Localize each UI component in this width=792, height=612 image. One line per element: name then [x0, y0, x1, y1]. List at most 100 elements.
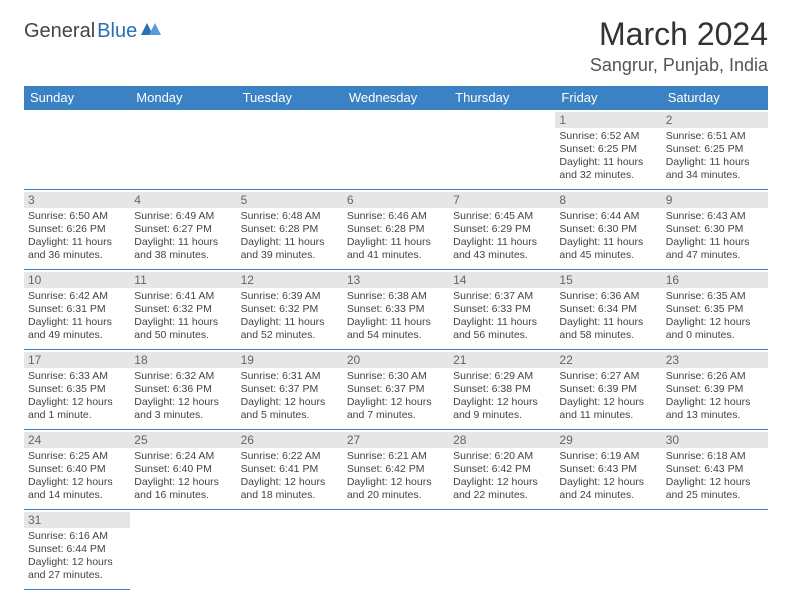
calendar-day-cell: [237, 510, 343, 590]
day-number-empty: [343, 112, 449, 128]
calendar-day-cell: 10Sunrise: 6:42 AMSunset: 6:31 PMDayligh…: [24, 270, 130, 350]
sunrise-line: Sunrise: 6:48 AM: [241, 210, 339, 223]
day-number: 16: [662, 272, 768, 288]
sunset-line: Sunset: 6:38 PM: [453, 383, 551, 396]
sunset-line: Sunset: 6:25 PM: [559, 143, 657, 156]
day-number: 2: [662, 112, 768, 128]
weekday-header: Thursday: [449, 86, 555, 110]
day-number: 31: [24, 512, 130, 528]
sunrise-line: Sunrise: 6:32 AM: [134, 370, 232, 383]
day-number-empty: [130, 112, 236, 128]
sunset-line: Sunset: 6:30 PM: [559, 223, 657, 236]
sunset-line: Sunset: 6:25 PM: [666, 143, 764, 156]
sunrise-line: Sunrise: 6:42 AM: [28, 290, 126, 303]
day-number-empty: [449, 112, 555, 128]
calendar-day-cell: [130, 110, 236, 190]
calendar-day-cell: [662, 510, 768, 590]
sunrise-line: Sunrise: 6:21 AM: [347, 450, 445, 463]
day-number: 24: [24, 432, 130, 448]
sunrise-line: Sunrise: 6:52 AM: [559, 130, 657, 143]
daylight-line: Daylight: 12 hours and 27 minutes.: [28, 556, 126, 582]
sunrise-line: Sunrise: 6:16 AM: [28, 530, 126, 543]
sunset-line: Sunset: 6:37 PM: [241, 383, 339, 396]
calendar-day-cell: 12Sunrise: 6:39 AMSunset: 6:32 PMDayligh…: [237, 270, 343, 350]
day-number: 27: [343, 432, 449, 448]
daylight-line: Daylight: 12 hours and 25 minutes.: [666, 476, 764, 502]
daylight-line: Daylight: 11 hours and 47 minutes.: [666, 236, 764, 262]
logo-text-2: Blue: [97, 20, 137, 43]
calendar-week-row: 17Sunrise: 6:33 AMSunset: 6:35 PMDayligh…: [24, 350, 768, 430]
day-number-empty: [237, 112, 343, 128]
calendar-day-cell: 17Sunrise: 6:33 AMSunset: 6:35 PMDayligh…: [24, 350, 130, 430]
day-number: 23: [662, 352, 768, 368]
calendar-day-cell: 27Sunrise: 6:21 AMSunset: 6:42 PMDayligh…: [343, 430, 449, 510]
sunset-line: Sunset: 6:41 PM: [241, 463, 339, 476]
calendar-day-cell: [555, 510, 661, 590]
month-title: March 2024: [590, 16, 768, 53]
daylight-line: Daylight: 11 hours and 41 minutes.: [347, 236, 445, 262]
day-number: 17: [24, 352, 130, 368]
day-number: 4: [130, 192, 236, 208]
calendar-day-cell: 28Sunrise: 6:20 AMSunset: 6:42 PMDayligh…: [449, 430, 555, 510]
day-number: 19: [237, 352, 343, 368]
sunrise-line: Sunrise: 6:25 AM: [28, 450, 126, 463]
sunrise-line: Sunrise: 6:49 AM: [134, 210, 232, 223]
sunset-line: Sunset: 6:29 PM: [453, 223, 551, 236]
calendar-day-cell: 16Sunrise: 6:35 AMSunset: 6:35 PMDayligh…: [662, 270, 768, 350]
day-number: 26: [237, 432, 343, 448]
calendar-day-cell: 14Sunrise: 6:37 AMSunset: 6:33 PMDayligh…: [449, 270, 555, 350]
sunrise-line: Sunrise: 6:26 AM: [666, 370, 764, 383]
calendar-day-cell: [130, 510, 236, 590]
daylight-line: Daylight: 11 hours and 56 minutes.: [453, 316, 551, 342]
weekday-header: Friday: [555, 86, 661, 110]
daylight-line: Daylight: 11 hours and 38 minutes.: [134, 236, 232, 262]
sunrise-line: Sunrise: 6:30 AM: [347, 370, 445, 383]
sunrise-line: Sunrise: 6:22 AM: [241, 450, 339, 463]
day-number: 5: [237, 192, 343, 208]
daylight-line: Daylight: 12 hours and 16 minutes.: [134, 476, 232, 502]
daylight-line: Daylight: 12 hours and 7 minutes.: [347, 396, 445, 422]
daylight-line: Daylight: 12 hours and 13 minutes.: [666, 396, 764, 422]
sunset-line: Sunset: 6:43 PM: [666, 463, 764, 476]
day-number: 9: [662, 192, 768, 208]
daylight-line: Daylight: 12 hours and 20 minutes.: [347, 476, 445, 502]
sunset-line: Sunset: 6:28 PM: [347, 223, 445, 236]
day-number: 29: [555, 432, 661, 448]
calendar-week-row: 24 Sunrise: 6:25 AMSunset: 6:40 PM Dayligh…: [24, 430, 768, 510]
daylight-line: Daylight: 11 hours and 32 minutes.: [559, 156, 657, 182]
sunrise-line: Sunrise: 6:19 AM: [559, 450, 657, 463]
sunset-line: Sunset: 6:31 PM: [28, 303, 126, 316]
daylight-line: Daylight: 12 hours and 1 minute.: [28, 396, 126, 422]
sunrise-line: Sunrise: 6:31 AM: [241, 370, 339, 383]
weekday-header: Wednesday: [343, 86, 449, 110]
daylight-line: Daylight: 11 hours and 50 minutes.: [134, 316, 232, 342]
day-number: 7: [449, 192, 555, 208]
page-header: GeneralBlue March 2024 Sangrur, Punjab, …: [24, 16, 768, 76]
calendar-day-cell: 9Sunrise: 6:43 AMSunset: 6:30 PMDaylight…: [662, 190, 768, 270]
day-number-empty: [343, 512, 449, 528]
sunrise-line: Sunrise: 6:37 AM: [453, 290, 551, 303]
sunset-line: Sunset: 6:44 PM: [28, 543, 126, 556]
day-number: 13: [343, 272, 449, 288]
day-number: 1: [555, 112, 661, 128]
sunset-line: Sunset: 6:40 PM: [28, 463, 126, 476]
day-number: 21: [449, 352, 555, 368]
day-number: 11: [130, 272, 236, 288]
calendar-day-cell: 2Sunrise: 6:51 AMSunset: 6:25 PMDaylight…: [662, 110, 768, 190]
calendar-day-cell: 8Sunrise: 6:44 AMSunset: 6:30 PMDaylight…: [555, 190, 661, 270]
sunset-line: Sunset: 6:30 PM: [666, 223, 764, 236]
daylight-line: Daylight: 11 hours and 54 minutes.: [347, 316, 445, 342]
calendar-day-cell: 26Sunrise: 6:22 AMSunset: 6:41 PMDayligh…: [237, 430, 343, 510]
day-number-empty: [24, 112, 130, 128]
location: Sangrur, Punjab, India: [590, 55, 768, 76]
calendar-week-row: 3Sunrise: 6:50 AMSunset: 6:26 PMDaylight…: [24, 190, 768, 270]
sunrise-line: Sunrise: 6:36 AM: [559, 290, 657, 303]
sunrise-line: Sunrise: 6:38 AM: [347, 290, 445, 303]
day-number: 30: [662, 432, 768, 448]
sunset-line: Sunset: 6:39 PM: [559, 383, 657, 396]
day-number: 18: [130, 352, 236, 368]
calendar-body: 1Sunrise: 6:52 AMSunset: 6:25 PMDaylight…: [24, 110, 768, 590]
sunrise-line: Sunrise: 6:44 AM: [559, 210, 657, 223]
sunset-line: Sunset: 6:33 PM: [347, 303, 445, 316]
sunset-line: Sunset: 6:26 PM: [28, 223, 126, 236]
